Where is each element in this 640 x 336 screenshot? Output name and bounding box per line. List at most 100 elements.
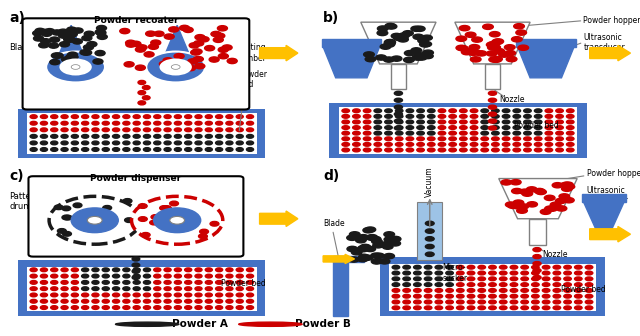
Circle shape: [353, 137, 360, 141]
Circle shape: [169, 27, 179, 32]
Circle shape: [200, 229, 209, 234]
Circle shape: [371, 253, 381, 258]
Circle shape: [559, 194, 570, 199]
Circle shape: [218, 47, 228, 52]
Circle shape: [470, 137, 478, 141]
Circle shape: [371, 259, 382, 264]
Circle shape: [222, 45, 232, 50]
Circle shape: [417, 142, 424, 146]
Circle shape: [501, 180, 511, 185]
Circle shape: [403, 289, 410, 292]
Circle shape: [209, 57, 219, 62]
Circle shape: [532, 294, 539, 298]
Circle shape: [218, 26, 227, 31]
Circle shape: [488, 42, 499, 47]
Circle shape: [403, 265, 410, 269]
Circle shape: [30, 281, 37, 284]
Circle shape: [542, 283, 550, 287]
Circle shape: [386, 238, 396, 244]
Circle shape: [396, 137, 403, 141]
Circle shape: [236, 293, 243, 297]
Circle shape: [460, 109, 467, 113]
Circle shape: [58, 33, 68, 38]
Circle shape: [384, 42, 395, 47]
Circle shape: [102, 299, 109, 303]
Circle shape: [417, 131, 424, 135]
Circle shape: [488, 98, 497, 102]
Circle shape: [449, 126, 456, 129]
Circle shape: [216, 293, 223, 297]
FancyBboxPatch shape: [29, 176, 243, 257]
Circle shape: [92, 134, 99, 138]
Circle shape: [113, 287, 120, 291]
Circle shape: [84, 31, 94, 37]
Circle shape: [61, 306, 68, 309]
Circle shape: [246, 268, 253, 271]
Circle shape: [524, 115, 531, 118]
Circle shape: [533, 276, 541, 280]
Circle shape: [88, 216, 102, 224]
Circle shape: [492, 131, 499, 135]
Circle shape: [154, 208, 201, 233]
Circle shape: [384, 232, 394, 237]
Circle shape: [226, 299, 233, 303]
Circle shape: [123, 268, 130, 271]
Circle shape: [406, 109, 413, 113]
Circle shape: [164, 141, 171, 145]
Circle shape: [96, 30, 106, 35]
Circle shape: [563, 182, 573, 187]
Circle shape: [179, 25, 189, 31]
Circle shape: [82, 306, 89, 309]
Circle shape: [113, 268, 120, 271]
Circle shape: [506, 202, 516, 207]
Circle shape: [51, 287, 58, 291]
Circle shape: [195, 35, 205, 40]
Circle shape: [426, 229, 434, 233]
Circle shape: [51, 268, 58, 271]
Circle shape: [342, 148, 349, 152]
Circle shape: [63, 215, 72, 220]
Circle shape: [403, 294, 410, 298]
Circle shape: [566, 137, 574, 141]
Circle shape: [428, 142, 435, 146]
FancyArrow shape: [323, 254, 355, 263]
Bar: [18, 260, 266, 316]
Circle shape: [418, 38, 429, 43]
Circle shape: [30, 299, 37, 303]
Circle shape: [360, 244, 371, 250]
Circle shape: [435, 271, 443, 275]
Circle shape: [423, 50, 433, 55]
Circle shape: [542, 271, 550, 275]
Circle shape: [374, 148, 381, 152]
Circle shape: [488, 42, 498, 47]
Circle shape: [185, 141, 192, 145]
Circle shape: [92, 306, 99, 309]
Circle shape: [154, 31, 164, 36]
Circle shape: [40, 306, 47, 309]
Circle shape: [417, 148, 424, 152]
Circle shape: [521, 306, 529, 310]
Circle shape: [51, 281, 58, 284]
Circle shape: [516, 30, 527, 35]
Circle shape: [397, 35, 408, 40]
Circle shape: [470, 109, 478, 113]
Circle shape: [138, 101, 146, 105]
Circle shape: [435, 265, 443, 269]
Circle shape: [82, 128, 89, 132]
Circle shape: [143, 96, 150, 100]
Circle shape: [191, 50, 201, 55]
Circle shape: [550, 202, 561, 207]
Circle shape: [54, 205, 63, 210]
Circle shape: [133, 121, 140, 125]
Circle shape: [215, 33, 225, 38]
Circle shape: [236, 281, 243, 284]
Circle shape: [469, 45, 480, 50]
Circle shape: [154, 287, 161, 291]
Circle shape: [483, 24, 493, 30]
Circle shape: [62, 30, 72, 36]
Circle shape: [113, 299, 120, 303]
Circle shape: [46, 51, 105, 82]
Circle shape: [413, 306, 421, 310]
Circle shape: [113, 115, 120, 119]
Circle shape: [62, 215, 71, 220]
